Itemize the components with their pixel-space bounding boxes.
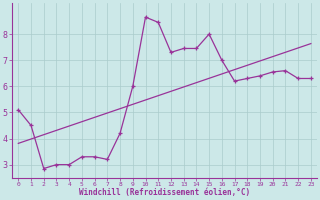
X-axis label: Windchill (Refroidissement éolien,°C): Windchill (Refroidissement éolien,°C): [79, 188, 250, 197]
